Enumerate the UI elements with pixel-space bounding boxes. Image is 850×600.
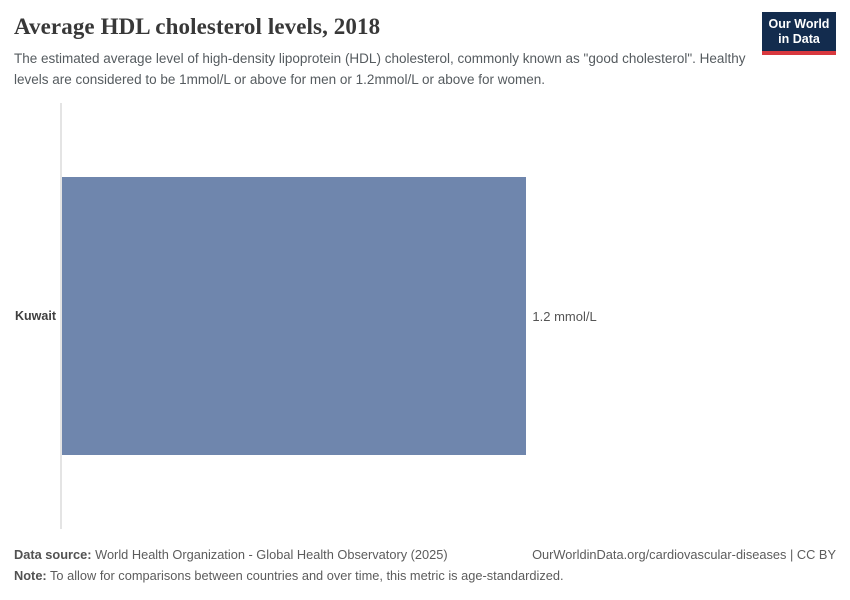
logo-line-1: Our World: [768, 17, 830, 31]
plot-region: 1.2 mmol/L: [62, 177, 836, 455]
logo-line-2: in Data: [778, 32, 820, 46]
note-label: Note:: [14, 568, 47, 583]
header: Average HDL cholesterol levels, 2018 The…: [14, 12, 836, 90]
title-block: Average HDL cholesterol levels, 2018 The…: [14, 13, 762, 90]
chart-area: Kuwait 1.2 mmol/L: [14, 103, 836, 529]
bar-kuwait[interactable]: [62, 177, 527, 455]
footer: Data source: World Health Organization -…: [14, 544, 836, 586]
data-source: Data source: World Health Organization -…: [14, 544, 448, 565]
data-source-label: Data source:: [14, 547, 92, 562]
entity-label: Kuwait: [15, 309, 56, 323]
chart-subtitle: The estimated average level of high-dens…: [14, 51, 746, 87]
note-text: To allow for comparisons between countri…: [50, 568, 564, 583]
bar-row: Kuwait 1.2 mmol/L: [14, 177, 836, 455]
data-source-text: World Health Organization - Global Healt…: [95, 547, 448, 562]
page-title: Average HDL cholesterol levels, 2018: [14, 14, 381, 39]
note-line: Note: To allow for comparisons between c…: [14, 565, 836, 586]
value-label: 1.2 mmol/L: [532, 308, 597, 324]
data-source-line: Data source: World Health Organization -…: [14, 544, 836, 565]
y-axis-line: [60, 103, 62, 529]
citation-url[interactable]: OurWorldinData.org/cardiovascular-diseas…: [532, 547, 836, 562]
owid-logo: Our World in Data: [762, 12, 836, 55]
